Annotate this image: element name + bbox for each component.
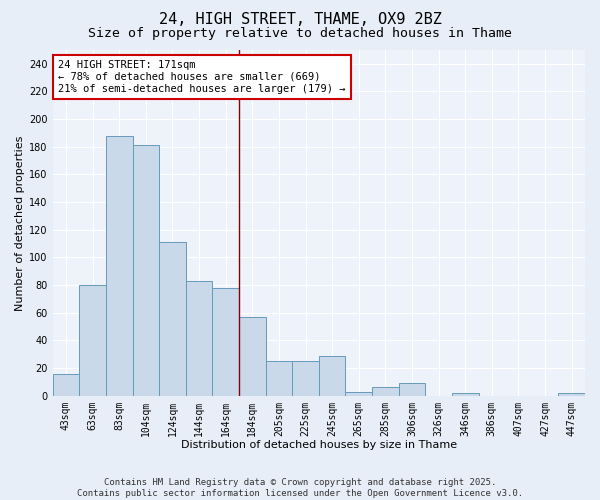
Bar [159, 242, 186, 396]
Bar [133, 146, 159, 396]
Bar [53, 374, 79, 396]
Bar [266, 361, 292, 396]
Text: Contains HM Land Registry data © Crown copyright and database right 2025.
Contai: Contains HM Land Registry data © Crown c… [77, 478, 523, 498]
Bar [372, 388, 398, 396]
Bar [212, 288, 239, 396]
Bar [398, 384, 425, 396]
Bar [292, 361, 319, 396]
Bar [452, 393, 479, 396]
Bar [559, 393, 585, 396]
Bar [239, 317, 266, 396]
Y-axis label: Number of detached properties: Number of detached properties [15, 135, 25, 310]
Bar [319, 356, 346, 396]
X-axis label: Distribution of detached houses by size in Thame: Distribution of detached houses by size … [181, 440, 457, 450]
Text: Size of property relative to detached houses in Thame: Size of property relative to detached ho… [88, 28, 512, 40]
Bar [346, 392, 372, 396]
Bar [186, 281, 212, 396]
Text: 24, HIGH STREET, THAME, OX9 2BZ: 24, HIGH STREET, THAME, OX9 2BZ [158, 12, 442, 28]
Text: 24 HIGH STREET: 171sqm
← 78% of detached houses are smaller (669)
21% of semi-de: 24 HIGH STREET: 171sqm ← 78% of detached… [58, 60, 346, 94]
Bar [79, 285, 106, 396]
Bar [106, 136, 133, 396]
